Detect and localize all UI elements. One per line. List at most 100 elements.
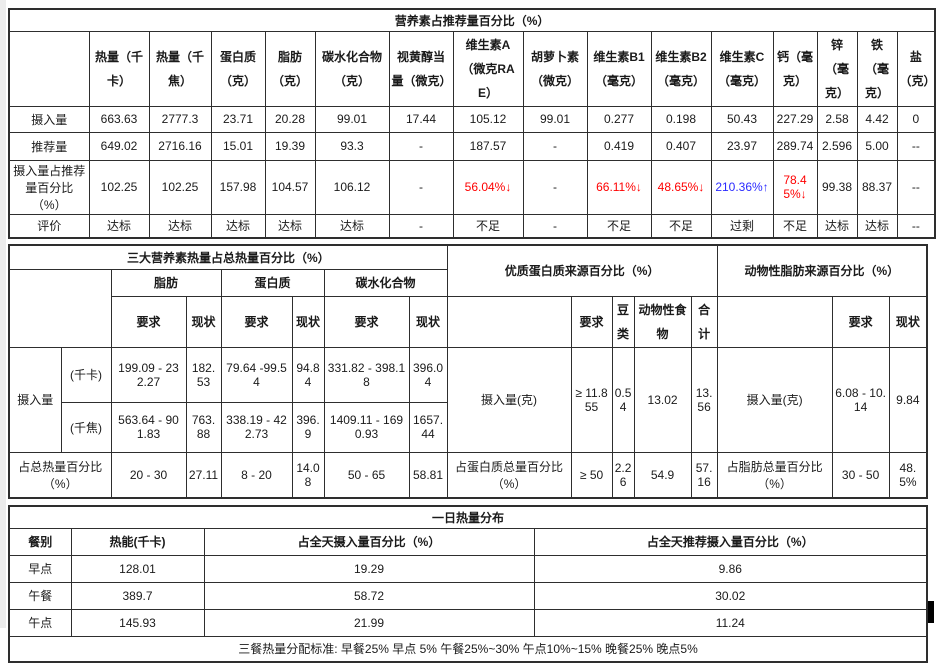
col-header: 合计 [690,295,718,348]
cell: 99.38 [816,159,858,215]
cell: 21.99 [203,608,535,637]
cell: 99.01 [314,105,390,133]
daily-energy-table: 一日热量分布 餐别 热能(千卡) 占全天摄入量百分比（%） 占全天推荐摄入量百分… [8,505,929,663]
table-row: (千焦) 563.64 - 901.83 763.88 338.19 - 422… [9,401,927,453]
cell: 达标 [816,213,858,239]
cell: 达标 [264,213,316,239]
cell: 663.63 [88,105,150,133]
cell: 79.64 -99.54 [220,346,293,403]
col-header: 胡萝卜素（微克） [522,30,588,107]
cell: 达标 [88,213,150,239]
cell: 9.86 [533,554,928,583]
table-row: 早点 128.01 19.29 9.86 [8,554,928,583]
cell: 54.9 [633,451,692,499]
cell: - [522,159,588,215]
col-header: 豆类 [611,295,635,348]
col-header: 脂肪（克） [264,30,316,107]
cell: 2716.16 [148,131,212,161]
table-title: 营养素占推荐量百分比（%） [8,8,936,32]
cell: 0.198 [650,105,712,133]
cell: 达标 [210,213,266,239]
nutrition-report-page: 营养素占推荐量百分比（%） 热量（千卡） 热量（千焦） 蛋白质（克） 脂肪（克）… [8,8,937,663]
cell: 102.25 [88,159,150,215]
cell: 13.56 [690,346,718,453]
col-header: 要求 [220,295,293,348]
cell: - [388,159,454,215]
col-header: 蛋白质（克） [210,30,266,107]
col-header: 碳水化合物（克） [314,30,390,107]
cell: 不足 [452,213,524,239]
cell: 0.277 [586,105,652,133]
group-header-protein: 蛋白质 [220,268,325,297]
cell: 199.09 - 232.27 [110,346,187,403]
cell: 50.43 [710,105,774,133]
row-label: 摄入量(克) [716,346,833,453]
table-row: 摄入量 (千卡) 199.09 - 232.27 182.53 79.64 -9… [8,346,928,453]
cell: 563.64 - 901.83 [110,401,187,453]
table-row: 午餐 389.7 58.72 30.02 [8,581,928,610]
col-header: 钙（毫克） [772,30,818,107]
page-left-edge [0,0,6,628]
section-title-fat: 动物性脂肪来源百分比（%） [716,244,928,297]
cell: 不足 [772,213,818,239]
cell: 2.58 [816,105,858,133]
cell: - [388,131,454,161]
cell: 30.02 [533,581,928,610]
table-row: 占总热量百分比（%） 20 - 30 27.11 8 - 20 14.08 50… [8,451,928,499]
cell: 达标 [148,213,212,239]
corner-cell [716,295,833,348]
cell: 105.12 [452,105,524,133]
cell: 不足 [650,213,712,239]
cell-deficit: 78.45%↓ [772,159,818,215]
table-title: 一日热量分布 [8,505,928,529]
col-header: 占全天推荐摄入量百分比（%） [533,527,928,556]
col-header: 铁（毫克） [856,30,898,107]
unit-label: (千卡) [60,346,112,403]
cell: 2.26 [611,451,635,499]
cell: -- [896,213,936,239]
col-header: 要求 [110,295,187,348]
footer-note: 三餐热量分配标准: 早餐25% 早点 5% 午餐25%~30% 午点10%~15… [8,635,928,663]
cell: 50 - 65 [323,451,410,499]
col-header: 维生素A（微克RAE） [452,30,524,107]
cell: 763.88 [185,401,222,453]
cell: 11.24 [533,608,928,637]
cell: 不足 [586,213,652,239]
section-title-macro: 三大营养素热量占总热量百分比（%） [8,244,448,270]
cell: 8 - 20 [220,451,293,499]
cell: 15.01 [210,131,266,161]
row-label: 摄入量占推荐量百分比（%） [8,159,90,215]
col-header: 热量（千焦） [148,30,212,107]
col-header: 热能(千卡) [70,527,205,556]
col-header: 要求 [323,295,410,348]
cell: 20 - 30 [110,451,187,499]
cell: 14.08 [291,451,325,499]
cell: 396.04 [408,346,448,403]
cell-deficit: 66.11%↓ [586,159,652,215]
col-header: 现状 [888,295,928,348]
cell: 23.71 [210,105,266,133]
nutrient-percentage-table: 营养素占推荐量百分比（%） 热量（千卡） 热量（千焦） 蛋白质（克） 脂肪（克）… [8,8,937,239]
col-header: 锌（毫克） [816,30,858,107]
col-header: 热量（千卡） [88,30,150,107]
macronutrient-source-table: 三大营养素热量占总热量百分比（%） 优质蛋白质来源百分比（%） 动物性脂肪来源百… [8,244,929,499]
corner-cell [446,295,572,348]
cell: 17.44 [388,105,454,133]
unit-label: (千焦) [60,401,112,453]
table-row: 推荐量 649.02 2716.16 15.01 19.39 93.3 - 18… [8,131,936,161]
cell: -- [896,159,936,215]
cell: 106.12 [314,159,390,215]
cell: 331.82 - 398.18 [323,346,410,403]
cell: 1657.44 [408,401,448,453]
cell: 104.57 [264,159,316,215]
corner-cell [8,268,112,348]
col-header: 占全天摄入量百分比（%） [203,527,535,556]
col-header: 现状 [408,295,448,348]
col-header: 维生素C（毫克） [710,30,774,107]
row-label: 早点 [8,554,72,583]
cell: ≥ 50 [570,451,613,499]
row-label: 评价 [8,213,90,239]
cell: 2.596 [816,131,858,161]
cell: 4.42 [856,105,898,133]
cell: 227.29 [772,105,818,133]
